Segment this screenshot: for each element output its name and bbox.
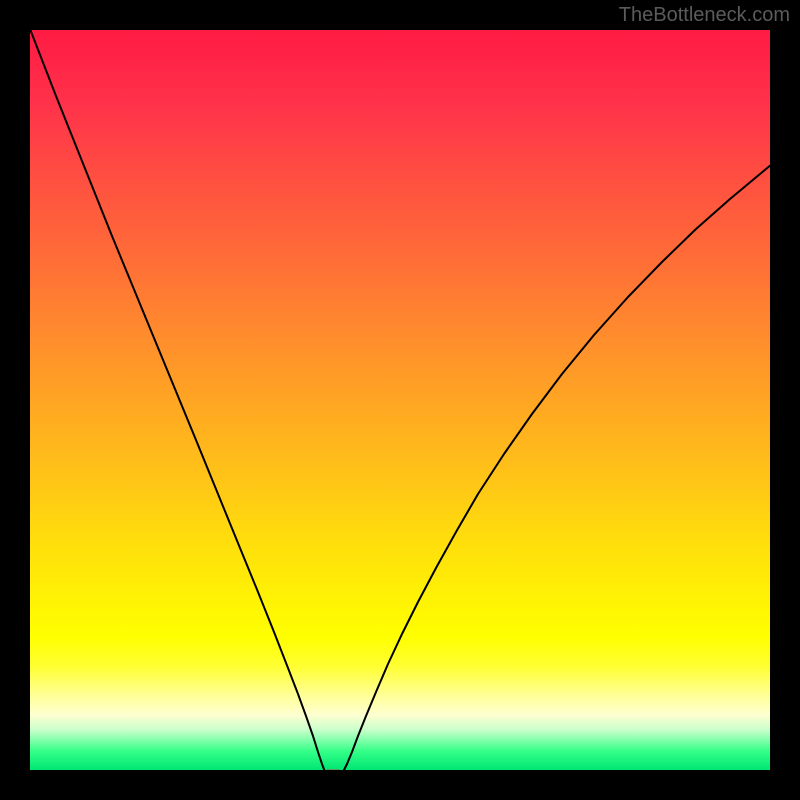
bottleneck-chart — [0, 0, 800, 800]
gradient-background — [30, 30, 770, 770]
watermark-text: TheBottleneck.com — [619, 4, 790, 27]
chart-container: TheBottleneck.com — [0, 0, 800, 800]
